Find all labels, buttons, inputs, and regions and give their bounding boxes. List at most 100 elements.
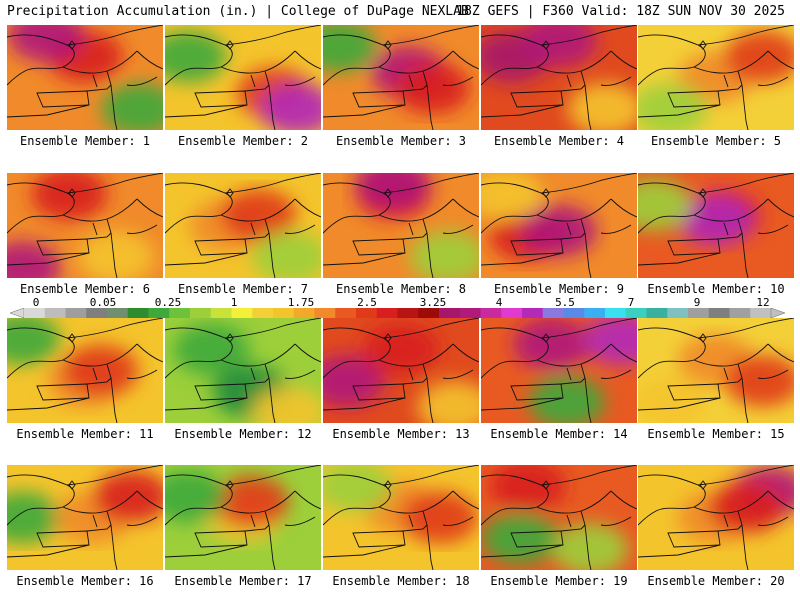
- border-line: [126, 516, 158, 526]
- border-line: [382, 465, 479, 486]
- border-line: [610, 343, 637, 363]
- precip-blob: [409, 231, 479, 278]
- map-outline: [638, 173, 794, 278]
- map-outline: [165, 25, 321, 130]
- station-marker: [68, 40, 76, 50]
- border-line: [294, 50, 321, 70]
- scale-cell: [376, 308, 398, 318]
- precip-blob: [417, 381, 479, 423]
- ensemble-member-map: [7, 465, 163, 570]
- precip-blob: [355, 173, 432, 210]
- border-line: [126, 369, 158, 379]
- border-line: [402, 232, 428, 240]
- map-outline: [323, 173, 479, 278]
- scale-cell: [65, 308, 87, 318]
- scale-tick-label: 1.75: [287, 296, 315, 309]
- ensemble-member-label: Ensemble Member: 20: [647, 574, 785, 588]
- precip-blob: [552, 523, 629, 570]
- precip-blob: [363, 323, 439, 376]
- border-line: [136, 198, 163, 218]
- precip-blob: [583, 318, 637, 365]
- border-line: [452, 343, 479, 363]
- border-line: [767, 490, 794, 510]
- map-outline: [481, 465, 637, 570]
- border-line: [717, 232, 743, 240]
- border-line: [244, 232, 270, 240]
- station-marker: [384, 333, 392, 343]
- border-line: [600, 369, 632, 379]
- scale-cell: [584, 308, 606, 318]
- border-line: [442, 516, 474, 526]
- scale-cell: [231, 308, 253, 318]
- border-line: [165, 252, 248, 266]
- map-outline: [165, 465, 321, 570]
- precip-blob: [323, 25, 377, 72]
- border-line: [224, 318, 321, 339]
- border-line: [86, 84, 112, 92]
- precip-blob: [173, 323, 250, 376]
- border-line: [294, 490, 321, 510]
- precip-field: [165, 25, 321, 130]
- border-line: [757, 369, 789, 379]
- border-line: [422, 218, 434, 278]
- precip-blob: [251, 386, 321, 423]
- border-line: [126, 224, 158, 234]
- border-line: [66, 465, 163, 486]
- precip-blob: [62, 344, 139, 397]
- precip-blob: [220, 189, 297, 241]
- precip-field: [165, 318, 321, 423]
- border-line: [264, 70, 276, 130]
- precip-field: [323, 318, 479, 423]
- border-line: [600, 516, 632, 526]
- ensemble-member-label: Ensemble Member: 13: [332, 427, 470, 441]
- precip-field: [481, 465, 637, 570]
- map-outline: [7, 465, 163, 570]
- border-line: [284, 224, 316, 234]
- ensemble-member-label: Ensemble Member: 18: [332, 574, 470, 588]
- station-marker: [699, 40, 707, 50]
- border-line: [580, 510, 592, 570]
- border-line: [442, 224, 474, 234]
- border-line: [294, 343, 321, 363]
- scale-cell: [86, 308, 108, 318]
- station-marker: [226, 188, 234, 198]
- border-line: [767, 343, 794, 363]
- precip-blob: [394, 62, 471, 114]
- border-line: [352, 530, 406, 548]
- border-line: [422, 510, 434, 570]
- border-line: [106, 363, 118, 423]
- border-line: [92, 514, 98, 528]
- border-line: [165, 544, 248, 558]
- border-line: [323, 397, 406, 411]
- station-marker: [542, 333, 550, 343]
- scale-cell: [335, 308, 357, 318]
- ensemble-member-label: Ensemble Member: 12: [174, 427, 312, 441]
- precip-blob: [165, 470, 227, 523]
- border-line: [106, 218, 118, 278]
- map-outline: [481, 25, 637, 130]
- ensemble-member-map: [7, 173, 163, 278]
- scale-cell: [625, 308, 647, 318]
- station-marker: [384, 188, 392, 198]
- border-line: [757, 76, 789, 86]
- border-line: [284, 369, 316, 379]
- border-line: [165, 104, 248, 118]
- border-line: [697, 465, 794, 486]
- scale-cell: [750, 308, 772, 318]
- border-line: [452, 198, 479, 218]
- ensemble-member-map: [323, 465, 479, 570]
- border-line: [250, 74, 256, 88]
- map-outline: [481, 318, 637, 423]
- border-line: [323, 104, 406, 118]
- precip-field: [7, 173, 163, 278]
- border-line: [481, 397, 564, 411]
- scale-cell: [667, 308, 689, 318]
- border-line: [737, 70, 749, 130]
- precip-blob: [638, 83, 708, 130]
- ensemble-member-label: Ensemble Member: 15: [647, 427, 785, 441]
- precip-field: [323, 25, 479, 130]
- border-line: [723, 367, 729, 381]
- border-line: [92, 367, 98, 381]
- border-line: [92, 74, 98, 88]
- border-line: [723, 74, 729, 88]
